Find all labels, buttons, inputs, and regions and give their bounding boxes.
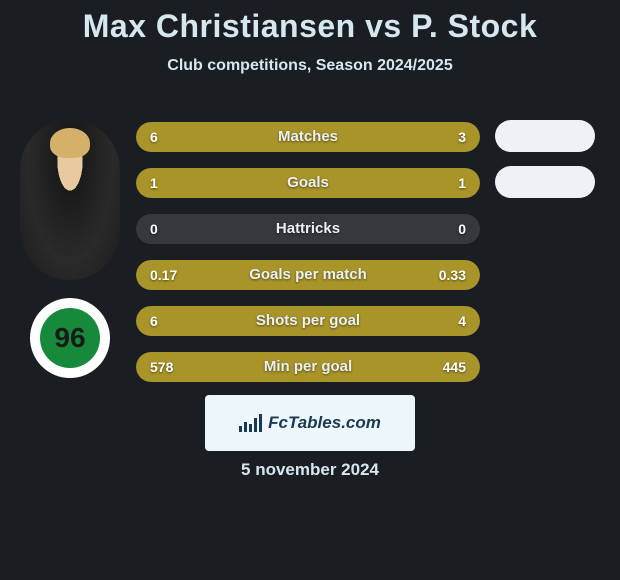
player-right-column [490, 120, 600, 212]
chart-icon [239, 414, 262, 432]
stat-row: 63Matches [136, 122, 480, 152]
stat-row: 00Hattricks [136, 214, 480, 244]
club-logo-text: 96 [54, 322, 85, 354]
player-photo-left [20, 120, 120, 280]
stat-label: Min per goal [136, 352, 480, 382]
stat-label: Hattricks [136, 214, 480, 244]
stat-label: Goals [136, 168, 480, 198]
date-text: 5 november 2024 [0, 460, 620, 480]
subtitle: Club competitions, Season 2024/2025 [0, 57, 620, 75]
club-logo-left: 96 [30, 298, 110, 378]
stat-label: Shots per goal [136, 306, 480, 336]
page-title: Max Christiansen vs P. Stock [0, 0, 620, 45]
stat-row: 64Shots per goal [136, 306, 480, 336]
stat-label: Goals per match [136, 260, 480, 290]
stat-row: 11Goals [136, 168, 480, 198]
stat-row: 578445Min per goal [136, 352, 480, 382]
player-left-column: 96 [10, 120, 130, 378]
branding-box: FcTables.com [205, 395, 415, 451]
stats-list: 63Matches 11Goals 00Hattricks 0.170.33Goals… [136, 122, 480, 398]
stat-label: Matches [136, 122, 480, 152]
branding-text: FcTables.com [268, 413, 381, 433]
stat-row: 0.170.33Goals per match [136, 260, 480, 290]
player-photo-right-placeholder [495, 120, 595, 152]
club-logo-right-placeholder [495, 166, 595, 198]
